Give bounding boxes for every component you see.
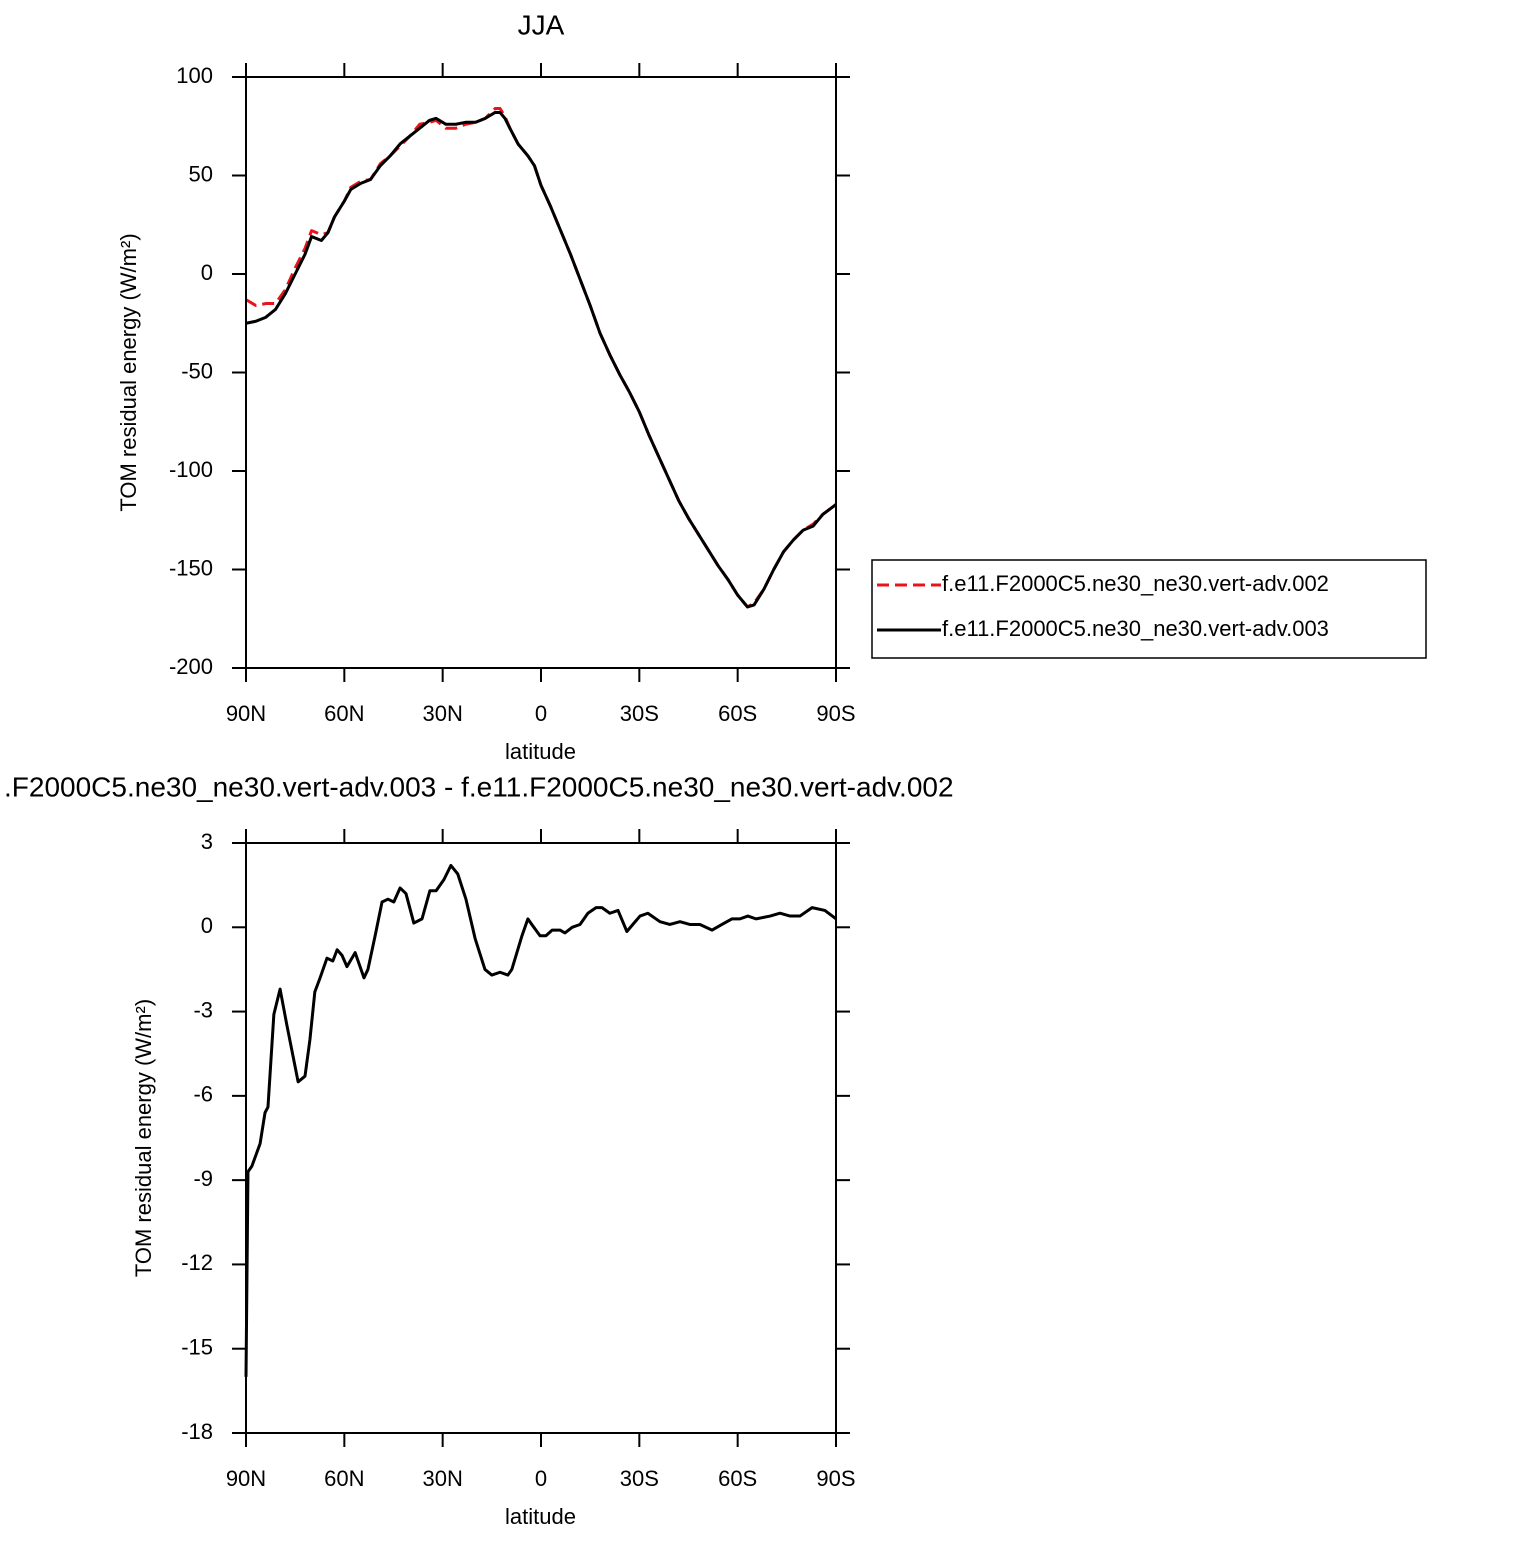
y-tick-label: 3 xyxy=(201,829,213,854)
x-tick-label: 90N xyxy=(226,1466,266,1491)
y-axis-label: TOM residual energy (W/m²) xyxy=(116,233,141,511)
x-tick-label: 0 xyxy=(535,701,547,726)
y-tick-label: -200 xyxy=(169,654,213,679)
y-tick-label: 100 xyxy=(176,63,213,88)
y-tick-label: -15 xyxy=(181,1335,213,1360)
x-tick-label: 30N xyxy=(422,701,462,726)
data-line xyxy=(245,110,837,609)
y-tick-label: -100 xyxy=(169,457,213,482)
y-tick-label: 0 xyxy=(201,913,213,938)
legend-box xyxy=(871,559,1427,659)
x-tick-label: 60S xyxy=(718,701,757,726)
x-tick-label: 30S xyxy=(620,701,659,726)
x-tick-label: 0 xyxy=(535,1466,547,1491)
x-tick-label: 30N xyxy=(422,1466,462,1491)
plot-frame xyxy=(245,76,837,669)
x-tick-label: 90S xyxy=(816,1466,855,1491)
x-tick-label: 90N xyxy=(226,701,266,726)
y-tick-label: -18 xyxy=(181,1419,213,1444)
chart-title: .F2000C5.ne30_ne30.vert-adv.003 - f.e11.… xyxy=(4,771,954,802)
y-tick-label: -6 xyxy=(193,1082,213,1107)
legend-label: f.e11.F2000C5.ne30_ne30.vert-adv.002 xyxy=(942,571,1329,596)
x-tick-label: 60N xyxy=(324,701,364,726)
x-axis-label: latitude xyxy=(505,739,576,764)
legend-label: f.e11.F2000C5.ne30_ne30.vert-adv.003 xyxy=(942,616,1329,641)
x-tick-label: 60N xyxy=(324,1466,364,1491)
chart-title: JJA xyxy=(518,9,565,40)
y-tick-label: -3 xyxy=(193,997,213,1022)
data-line xyxy=(244,863,837,1377)
x-tick-label: 60S xyxy=(718,1466,757,1491)
y-axis-label: TOM residual energy (W/m²) xyxy=(131,999,156,1277)
y-tick-label: -12 xyxy=(181,1250,213,1275)
y-tick-label: 50 xyxy=(189,161,213,186)
x-tick-label: 30S xyxy=(620,1466,659,1491)
x-tick-label: 90S xyxy=(816,701,855,726)
y-tick-label: -150 xyxy=(169,555,213,580)
y-tick-label: -50 xyxy=(181,358,213,383)
y-tick-label: 0 xyxy=(201,260,213,285)
x-axis-label: latitude xyxy=(505,1504,576,1529)
plot-frame xyxy=(245,842,837,1434)
y-tick-label: -9 xyxy=(193,1166,213,1191)
